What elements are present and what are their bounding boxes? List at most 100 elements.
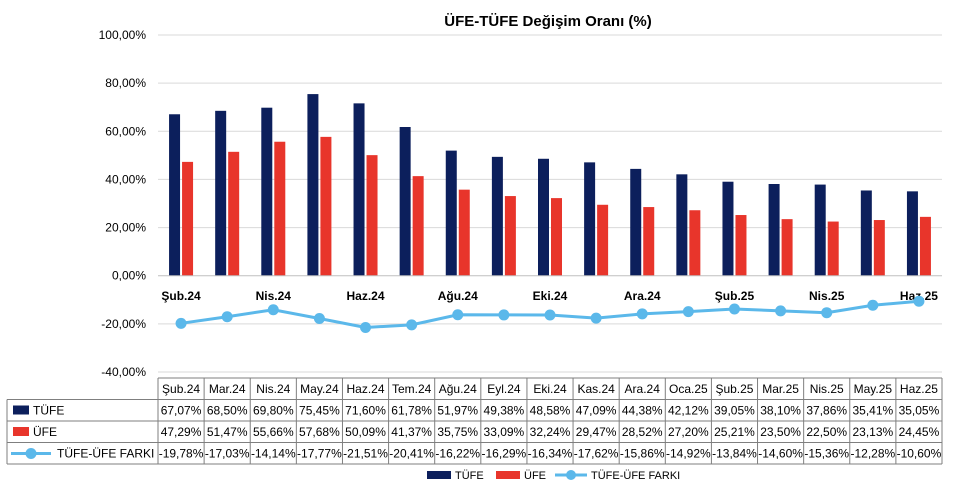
table-value-cell: 51,47% bbox=[207, 425, 248, 439]
table-header-cell: Ağu.24 bbox=[439, 382, 477, 396]
fark-point bbox=[728, 303, 740, 315]
table-value-cell: -21,51% bbox=[343, 447, 388, 461]
tufe-bar bbox=[584, 162, 596, 276]
table-value-cell: -12,28% bbox=[850, 447, 895, 461]
table-value-cell: 71,60% bbox=[345, 404, 386, 418]
ufe-bar bbox=[504, 196, 516, 276]
legend-ufe-label: ÜFE bbox=[524, 470, 546, 482]
difference-line bbox=[175, 295, 925, 333]
table-value-cell: 42,12% bbox=[668, 404, 709, 418]
y-tick-label: 0,00% bbox=[112, 269, 146, 283]
x-tick-label: Ara.24 bbox=[624, 289, 661, 303]
y-tick-label: 20,00% bbox=[105, 221, 146, 235]
ufe-bar bbox=[827, 221, 839, 276]
table-value-cell: -17,03% bbox=[205, 447, 250, 461]
tufe-bar bbox=[353, 103, 365, 276]
table-header-cell: Ara.24 bbox=[625, 382, 661, 396]
table-value-cell: 25,21% bbox=[714, 425, 755, 439]
legend-fark-label: TÜFE-ÜFE FARKI bbox=[591, 470, 680, 482]
table-header-cell: Mar.25 bbox=[762, 382, 799, 396]
table-value-cell: 48,58% bbox=[530, 404, 571, 418]
table-value-cell: 44,38% bbox=[622, 404, 663, 418]
fark-point bbox=[913, 295, 925, 307]
ufe-bar bbox=[458, 189, 470, 276]
table-value-cell: 38,10% bbox=[760, 404, 801, 418]
table-value-cell: 51,97% bbox=[437, 404, 478, 418]
x-tick-label: Haz.24 bbox=[347, 289, 385, 303]
fark-point bbox=[452, 309, 464, 321]
gridlines bbox=[158, 34, 942, 373]
table-value-cell: 49,38% bbox=[484, 404, 525, 418]
tufe-bar bbox=[814, 184, 826, 276]
bars bbox=[169, 94, 931, 276]
table-header-cell: Nis.24 bbox=[256, 382, 290, 396]
table-value-cell: -15,36% bbox=[804, 447, 849, 461]
ufe-bar bbox=[551, 198, 562, 276]
tufe-row-key bbox=[13, 405, 29, 415]
fark-point bbox=[406, 319, 418, 331]
table-value-cell: 23,50% bbox=[760, 425, 801, 439]
x-tick-label: Eki.24 bbox=[533, 289, 568, 303]
fark-point bbox=[775, 305, 787, 317]
legend-ufe-swatch bbox=[496, 471, 520, 479]
table-header-cell: Haz.24 bbox=[347, 382, 385, 396]
tufe-bar bbox=[676, 174, 688, 276]
x-tick-label: Nis.24 bbox=[256, 289, 292, 303]
table-value-cell: 69,80% bbox=[253, 404, 294, 418]
ufe-bar bbox=[228, 151, 240, 276]
fark-point bbox=[636, 308, 648, 320]
table-value-cell: -13,84% bbox=[712, 447, 757, 461]
table-row-label: TÜFE-ÜFE FARKI bbox=[57, 447, 154, 461]
y-tick-label: 80,00% bbox=[105, 76, 146, 90]
table-value-cell: -17,77% bbox=[297, 447, 342, 461]
x-tick-label: Şub.25 bbox=[715, 289, 755, 303]
table-value-cell: 47,09% bbox=[576, 404, 617, 418]
y-tick-label: 60,00% bbox=[105, 124, 146, 138]
table-header-cell: Oca.25 bbox=[669, 382, 708, 396]
table-value-cell: -16,29% bbox=[482, 447, 527, 461]
tufe-bar bbox=[169, 114, 181, 276]
tufe-bar bbox=[261, 107, 273, 276]
tufe-bar bbox=[906, 191, 918, 276]
table-value-cell: 32,24% bbox=[530, 425, 571, 439]
data-table: Şub.24 Mar.24 Nis.24 May.24 Haz.24 Tem.24 Ağu.… bbox=[6, 377, 943, 465]
x-axis-labels: Şub.24 Nis.24 Haz.24 Ağu.24 Eki.24 Ara.24 Şub.… bbox=[161, 289, 938, 303]
ufe-bar bbox=[873, 220, 885, 276]
table-row-label: ÜFE bbox=[33, 425, 57, 439]
fark-point bbox=[498, 309, 510, 321]
y-axis: 100,00% 80,00% 60,00% 40,00% 20,00% 0,00% -20,… bbox=[99, 28, 147, 379]
table-value-cell: 47,29% bbox=[161, 425, 202, 439]
x-tick-label: Nis.25 bbox=[809, 289, 845, 303]
tufe-bar bbox=[491, 156, 503, 276]
table-value-cell: 33,09% bbox=[484, 425, 525, 439]
tufe-bar bbox=[538, 158, 549, 276]
fark-point bbox=[221, 311, 233, 323]
y-tick-label: -20,00% bbox=[101, 317, 146, 331]
table-header-cell: Eyl.24 bbox=[487, 382, 521, 396]
x-tick-label: Ağu.24 bbox=[438, 289, 478, 303]
fark-point bbox=[682, 306, 694, 318]
table-value-cell: 61,78% bbox=[391, 404, 432, 418]
table-value-cell: 23,13% bbox=[852, 425, 893, 439]
legend-tufe-swatch bbox=[427, 471, 451, 479]
ufe-row-key bbox=[13, 427, 29, 436]
table-value-cell: 29,47% bbox=[576, 425, 617, 439]
table-value-cell: 50,09% bbox=[345, 425, 386, 439]
table-value-cell: 24,45% bbox=[899, 425, 940, 439]
fark-point bbox=[867, 299, 879, 311]
table-header-cell: May.25 bbox=[854, 382, 893, 396]
chart-title: ÜFE-TÜFE Değişim Oranı (%) bbox=[444, 13, 652, 30]
legend-tufe-label: TÜFE bbox=[455, 470, 484, 482]
tufe-bar bbox=[307, 94, 319, 276]
table-value-cell: 35,75% bbox=[437, 425, 478, 439]
fark-point bbox=[590, 312, 602, 324]
table-value-cell: -15,86% bbox=[620, 447, 665, 461]
y-tick-label: -40,00% bbox=[101, 365, 146, 379]
table-value-cell: -20,41% bbox=[389, 447, 434, 461]
ufe-bar bbox=[735, 215, 747, 276]
ufe-bar bbox=[689, 210, 701, 276]
table-value-cell: 27,20% bbox=[668, 425, 709, 439]
table-header-cell: Şub.25 bbox=[715, 382, 753, 396]
